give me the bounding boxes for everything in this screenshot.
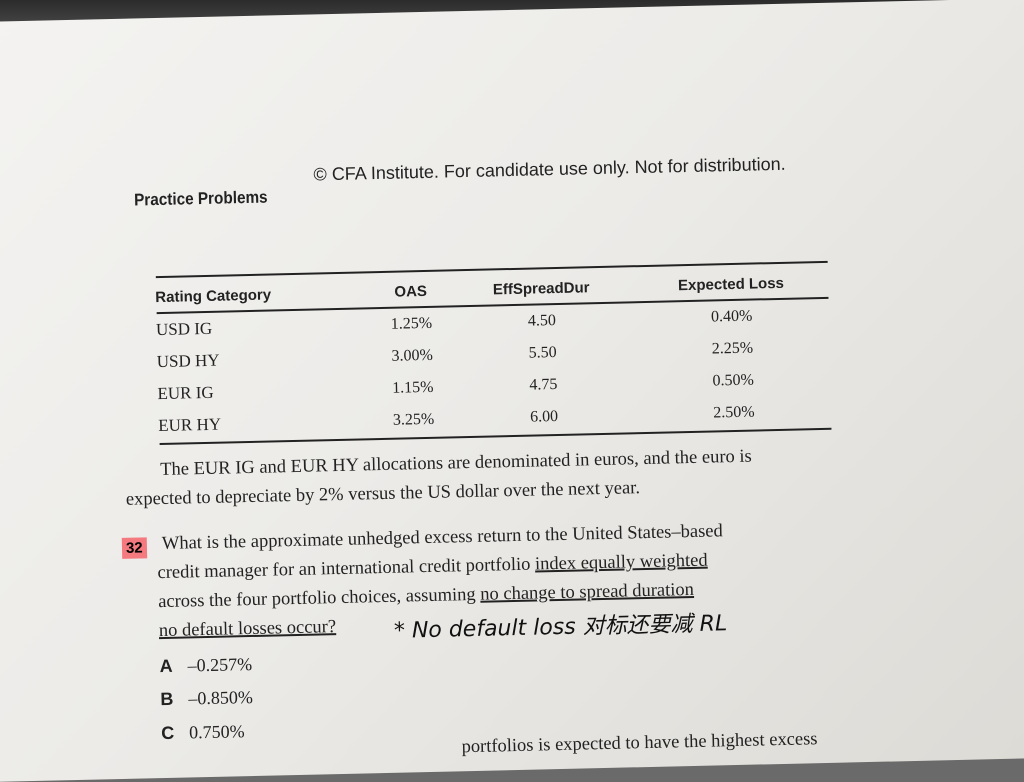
table-cell: USD HY <box>156 350 220 372</box>
table-cell: 5.50 <box>528 344 557 362</box>
table-cell: 1.25% <box>390 314 433 333</box>
question-number: 32 <box>121 537 147 559</box>
table-cell: 4.75 <box>529 375 558 394</box>
table-cell: 1.15% <box>392 378 434 397</box>
table-cell: 0.40% <box>710 307 753 326</box>
col-header: EffSpreadDur <box>492 278 590 298</box>
table-cell: 2.50% <box>713 403 755 422</box>
handwritten-note: * No default loss 对标还要减 RL <box>393 611 728 644</box>
table-cell: EUR HY <box>157 414 222 436</box>
col-header: Expected Loss <box>677 274 785 294</box>
option-a: A –0.257% <box>159 653 253 677</box>
rating-table: Rating Category OAS EffSpreadDur Expecte… <box>154 265 834 442</box>
next-question-fragment: portfolios is expected to have the highe… <box>461 729 818 758</box>
table-cell: 3.00% <box>391 346 433 365</box>
table-cell: EUR IG <box>157 382 214 404</box>
option-b: B –0.850% <box>160 686 254 710</box>
option-c: C 0.750% <box>160 721 245 744</box>
question-line-4: no default losses occur? <box>158 617 337 642</box>
table-cell: USD IG <box>155 318 213 340</box>
col-header: Rating Category <box>155 285 272 306</box>
table-cell: 6.00 <box>529 407 559 426</box>
table-cell: 2.25% <box>711 339 754 358</box>
col-header: OAS <box>394 282 428 301</box>
table-cell: 4.50 <box>527 312 557 330</box>
copyright-notice: © CFA Institute. For candidate use only.… <box>313 153 786 185</box>
section-title: Practice Problems <box>133 187 268 210</box>
table-cell: 3.25% <box>392 410 435 429</box>
table-cell: 0.50% <box>712 371 755 390</box>
